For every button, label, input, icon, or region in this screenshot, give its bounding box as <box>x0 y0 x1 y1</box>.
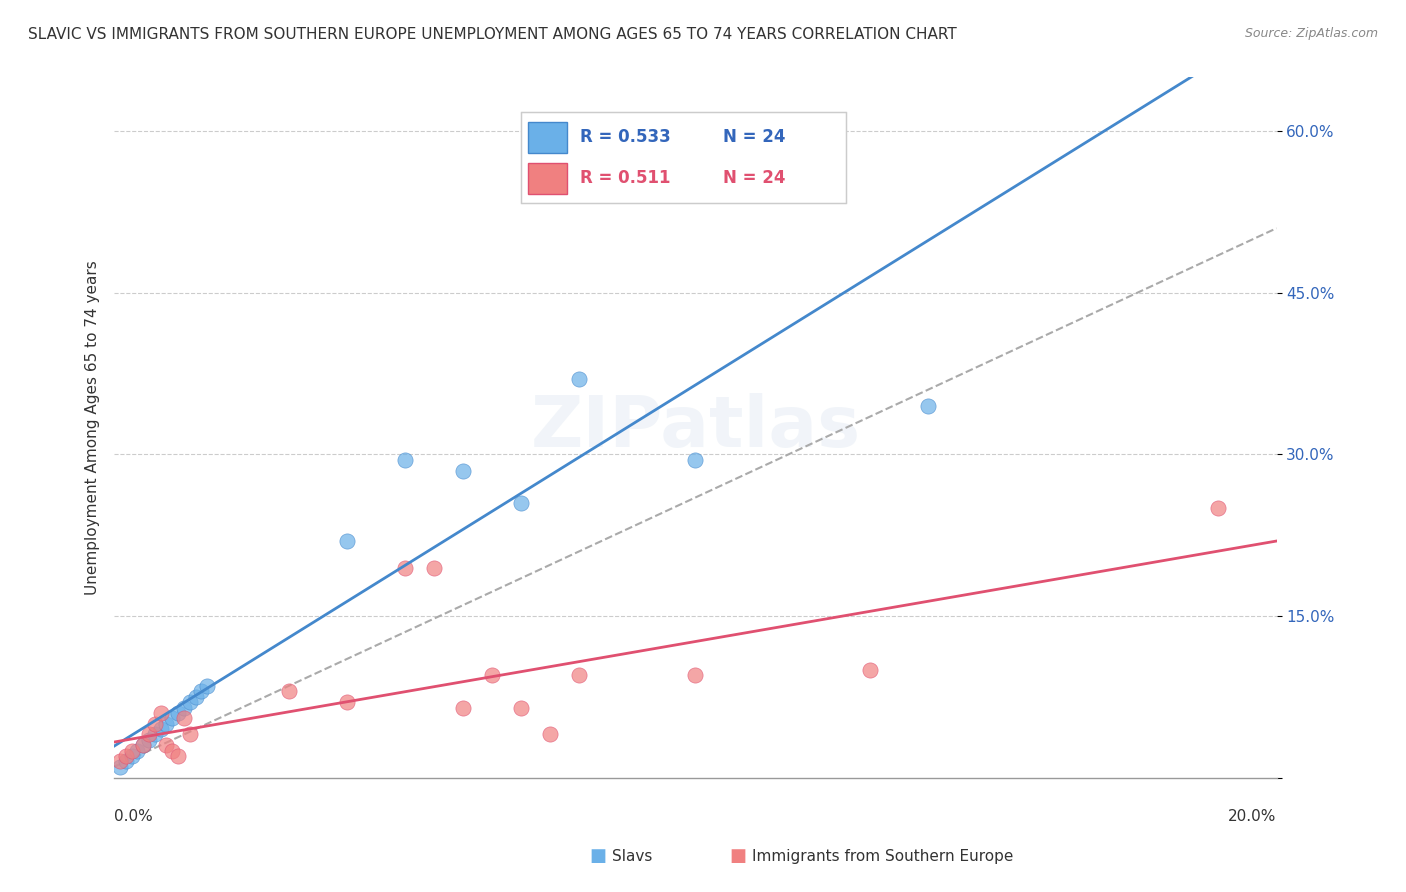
Text: 20.0%: 20.0% <box>1229 809 1277 824</box>
Point <box>336 695 359 709</box>
Point <box>394 452 416 467</box>
Point <box>917 399 939 413</box>
Point <box>155 738 177 752</box>
Y-axis label: Unemployment Among Ages 65 to 74 years: Unemployment Among Ages 65 to 74 years <box>86 260 100 595</box>
Point <box>568 668 591 682</box>
Point <box>195 679 218 693</box>
Point <box>114 749 136 764</box>
Point <box>179 695 201 709</box>
Point <box>184 690 207 704</box>
Point <box>155 716 177 731</box>
Point <box>138 732 160 747</box>
Text: 0.0%: 0.0% <box>114 809 153 824</box>
Point <box>1208 501 1230 516</box>
Point <box>114 755 136 769</box>
Point <box>162 744 184 758</box>
Point <box>143 716 166 731</box>
Text: ZIPatlas: ZIPatlas <box>530 393 860 462</box>
Point <box>423 560 446 574</box>
Point <box>121 749 143 764</box>
Point <box>108 755 131 769</box>
Point <box>132 738 155 752</box>
Point <box>173 700 195 714</box>
Point <box>121 744 143 758</box>
Point <box>162 711 184 725</box>
Point <box>173 711 195 725</box>
Point <box>179 727 201 741</box>
Point <box>167 706 190 720</box>
Text: ■: ■ <box>589 847 606 864</box>
Point <box>451 700 474 714</box>
Point <box>859 663 882 677</box>
Point <box>510 496 533 510</box>
Point <box>685 668 707 682</box>
Point <box>277 684 299 698</box>
Point <box>451 464 474 478</box>
Point <box>127 744 149 758</box>
Point <box>800 184 823 198</box>
Point <box>138 727 160 741</box>
Point <box>132 738 155 752</box>
Point <box>336 533 359 548</box>
Point <box>143 727 166 741</box>
Point <box>510 700 533 714</box>
Point <box>149 722 172 736</box>
Text: Source: ZipAtlas.com: Source: ZipAtlas.com <box>1244 27 1378 40</box>
Text: ■: ■ <box>730 847 747 864</box>
Point <box>568 372 591 386</box>
Point <box>190 684 212 698</box>
Point <box>394 560 416 574</box>
Point <box>108 760 131 774</box>
Text: SLAVIC VS IMMIGRANTS FROM SOUTHERN EUROPE UNEMPLOYMENT AMONG AGES 65 TO 74 YEARS: SLAVIC VS IMMIGRANTS FROM SOUTHERN EUROP… <box>28 27 957 42</box>
Point <box>538 727 561 741</box>
Point <box>481 668 503 682</box>
Point <box>149 706 172 720</box>
Text: Slavs: Slavs <box>612 849 652 863</box>
Point <box>167 749 190 764</box>
Text: Immigrants from Southern Europe: Immigrants from Southern Europe <box>752 849 1014 863</box>
Point <box>685 452 707 467</box>
